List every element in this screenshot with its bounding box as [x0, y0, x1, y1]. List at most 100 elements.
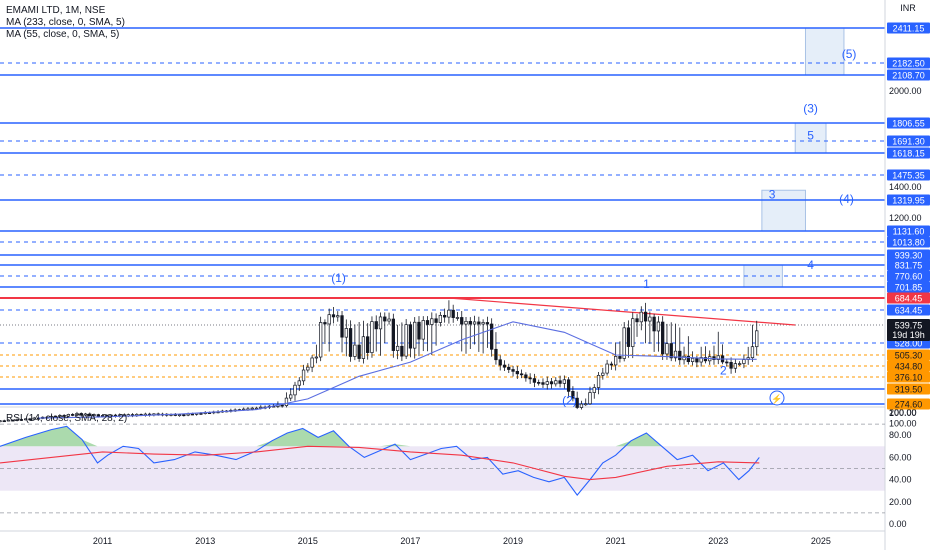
candle-body — [24, 418, 28, 421]
candle-body — [596, 374, 601, 388]
price-label-bg — [887, 249, 930, 261]
wave-label-2: (2) — [562, 394, 577, 408]
candle-body — [652, 316, 656, 332]
price-label-bg — [887, 236, 930, 248]
candle — [472, 315, 477, 345]
candle-body — [79, 413, 83, 416]
candle-body — [639, 311, 643, 323]
candle — [686, 336, 690, 365]
candle-body — [284, 397, 289, 406]
candle — [541, 378, 545, 389]
price-label-bg — [887, 69, 930, 81]
candle-body — [408, 324, 413, 349]
price-label-text: 2182.50 — [892, 59, 925, 69]
candle — [648, 311, 652, 344]
candle — [310, 355, 314, 373]
candle-body — [494, 348, 498, 361]
candle — [83, 412, 88, 417]
price-label-text: 1013.80 — [892, 238, 925, 248]
candle — [293, 381, 297, 401]
candle-body — [344, 328, 348, 338]
wave-label-6: (3) — [803, 102, 818, 116]
candle-body — [669, 343, 673, 359]
candle — [750, 324, 755, 362]
candle — [699, 346, 703, 367]
candle-body — [464, 321, 468, 325]
rsi-tick-3: 40.00 — [889, 475, 912, 485]
candle — [430, 312, 434, 356]
candle — [395, 324, 400, 360]
price-label-text: 319.50 — [895, 385, 923, 395]
price-label-bg — [887, 22, 930, 34]
candle — [15, 418, 19, 422]
candle — [725, 358, 729, 367]
candle — [425, 316, 430, 352]
price-label-7: 1319.95 — [887, 194, 930, 206]
candle-body — [541, 382, 545, 385]
candle-body — [348, 328, 353, 357]
candle — [336, 311, 340, 322]
candle-body — [340, 315, 344, 338]
candle-body — [733, 363, 738, 369]
candle — [562, 375, 566, 389]
candle-body — [656, 321, 661, 332]
candle — [92, 413, 96, 417]
candle — [729, 357, 733, 374]
currency-label: INR — [900, 3, 916, 13]
candle — [511, 365, 515, 377]
candle — [79, 412, 83, 417]
candle-body — [404, 324, 408, 357]
candle-body — [366, 336, 370, 353]
candle-body — [755, 330, 759, 348]
candle-body — [648, 316, 652, 322]
price-label-11: 831.75 — [887, 259, 930, 271]
candle-body — [336, 315, 340, 318]
price-label-bg — [887, 349, 930, 361]
candle — [524, 372, 528, 382]
candle — [485, 316, 490, 348]
candle-body — [417, 321, 421, 340]
candle — [66, 413, 71, 418]
price-label-13: 701.85 — [887, 281, 930, 293]
candle-body — [378, 316, 383, 330]
candle-body — [601, 372, 605, 376]
time-tick-2: 2015 — [298, 536, 318, 546]
price-label-bg — [887, 259, 930, 271]
candle — [319, 316, 323, 362]
candle-body — [528, 377, 532, 380]
candle-body — [605, 363, 609, 374]
candle — [442, 308, 447, 323]
price-label-text: 1806.55 — [892, 119, 925, 129]
price-label-text: 2411.15 — [893, 24, 925, 34]
candle — [11, 419, 15, 422]
candle — [532, 373, 537, 388]
price-tick-1: 200.00 — [889, 407, 917, 417]
price-label-bg — [887, 383, 930, 395]
price-label-19: 376.10 — [887, 371, 930, 383]
lightning-icon-glyph: ⚡ — [771, 393, 782, 405]
candle — [400, 322, 404, 362]
price-label-5: 1618.15 — [887, 147, 930, 159]
moving-average-line — [38, 321, 757, 419]
candle-body — [703, 357, 708, 362]
candle — [284, 392, 289, 408]
candle-body — [250, 407, 254, 410]
wave-label-5: 4 — [807, 258, 814, 272]
candle-body — [447, 309, 451, 318]
time-tick-0: 2011 — [93, 536, 112, 546]
candle-body — [742, 359, 746, 364]
time-tick-3: 2017 — [400, 536, 420, 546]
candle-body — [301, 369, 306, 382]
candle-body — [618, 356, 622, 359]
candle-body — [750, 346, 755, 359]
candle — [605, 359, 609, 376]
candle-body — [425, 320, 430, 325]
candle-body — [15, 419, 19, 421]
candle — [566, 377, 571, 398]
candle-body — [314, 356, 319, 359]
candle — [635, 314, 639, 337]
candle-body — [19, 419, 24, 421]
candle-body — [502, 364, 507, 368]
candle-body — [571, 391, 575, 399]
candle — [383, 312, 387, 344]
